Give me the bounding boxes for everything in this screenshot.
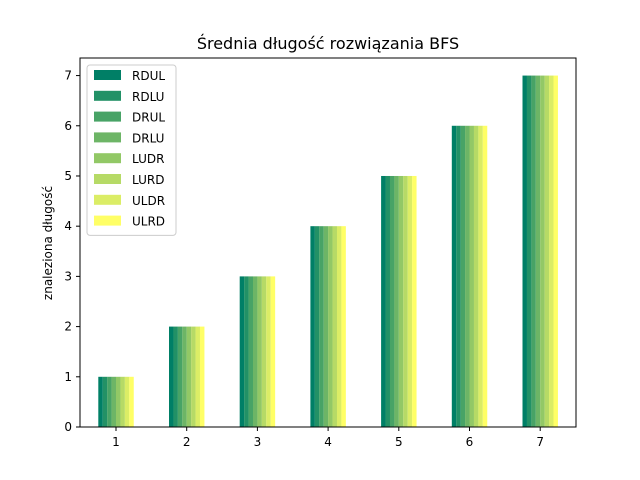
legend-swatch-rdul: [94, 70, 121, 80]
legend-swatch-drlu: [94, 132, 121, 143]
bar-ulrd-4: [341, 226, 346, 427]
bar-drlu-5: [394, 175, 399, 427]
bar-lurd-3: [261, 276, 267, 427]
plot-frame: [79, 57, 577, 428]
bar-drlu-2: [182, 326, 187, 427]
bar-drlu-3: [252, 276, 258, 427]
bar-ulrd-7: [553, 75, 558, 427]
legend-swatch-ulrd: [94, 215, 121, 226]
bar-ludr-2: [186, 326, 192, 427]
bar-lurd-6: [473, 125, 479, 427]
bar-uldr-1: [124, 376, 130, 427]
bar-rdul-3: [239, 276, 245, 427]
bar-uldr-3: [266, 276, 271, 427]
bar-drul-7: [531, 75, 536, 427]
bar-rdul-4: [310, 226, 315, 427]
y-tick-label: 7: [64, 69, 72, 83]
x-tick-label: 6: [466, 435, 474, 449]
bar-rdlu-2: [173, 326, 178, 427]
bar-lurd-2: [191, 326, 196, 427]
bar-rdlu-3: [244, 276, 249, 427]
legend-label-rdlu: RDLU: [132, 90, 164, 104]
x-tick-label: 4: [324, 435, 332, 449]
y-tick-label: 4: [64, 219, 72, 233]
bar-lurd-4: [332, 226, 337, 427]
bar-drlu-6: [465, 125, 470, 427]
bar-drul-3: [248, 276, 254, 427]
y-axis-label: znaleziona długość: [41, 186, 55, 300]
bar-ulrd-2: [199, 326, 205, 427]
legend-swatch-ludr: [94, 153, 121, 164]
bar-lurd-7: [544, 75, 550, 427]
bar-drul-4: [319, 226, 324, 427]
bar-drul-5: [389, 175, 395, 427]
legend-label-lurd: LURD: [132, 173, 164, 187]
bar-rdul-1: [98, 376, 103, 427]
x-tick-label: 5: [395, 435, 403, 449]
chart-title: Średnia długość rozwiązania BFS: [197, 34, 459, 53]
bar-ludr-4: [328, 226, 333, 427]
bar-ludr-1: [116, 376, 121, 427]
bar-ludr-3: [257, 276, 262, 427]
bar-drlu-4: [323, 226, 329, 427]
bar-ulrd-1: [129, 376, 134, 427]
bar-rdul-5: [381, 175, 386, 427]
bar-ludr-5: [398, 175, 404, 427]
bar-rdul-6: [451, 125, 457, 427]
legend-swatch-drul: [94, 111, 121, 122]
bar-drul-6: [460, 125, 466, 427]
legend-label-drlu: DRLU: [132, 131, 164, 145]
x-tick-label: 2: [183, 435, 191, 449]
bar-uldr-2: [195, 326, 201, 427]
bar-rdul-2: [169, 326, 174, 427]
bar-rdlu-6: [456, 125, 461, 427]
y-tick-label: 6: [64, 119, 72, 133]
legend: RDUL RDLU DRUL DRLU LUDR LURD ULDR ULRD: [86, 64, 177, 236]
x-tick-label: 3: [254, 435, 262, 449]
bar-uldr-5: [407, 175, 413, 427]
x-tick-label: 7: [536, 435, 544, 449]
y-tick-label: 5: [64, 169, 72, 183]
bar-uldr-4: [336, 226, 342, 427]
y-tick-label: 2: [64, 320, 72, 334]
bar-drlu-7: [535, 75, 541, 427]
bar-rdlu-7: [526, 75, 532, 427]
legend-swatch-lurd: [94, 174, 121, 184]
legend-label-rdul: RDUL: [132, 69, 165, 83]
bar-ludr-6: [469, 125, 474, 427]
legend-swatch-uldr: [94, 194, 121, 205]
bar-uldr-6: [478, 125, 483, 427]
y-tick-label: 1: [64, 370, 72, 384]
y-tick-label: 3: [64, 269, 72, 283]
bar-rdlu-5: [385, 175, 390, 427]
bar-uldr-7: [549, 75, 554, 427]
legend-box: [86, 64, 177, 236]
bar-drul-1: [107, 376, 112, 427]
legend-label-ulrd: ULRD: [132, 215, 165, 229]
bars-layer: [98, 75, 558, 427]
bar-drul-2: [177, 326, 183, 427]
bar-ulrd-6: [482, 125, 488, 427]
legend-label-uldr: ULDR: [132, 194, 165, 208]
y-tick-label: 0: [64, 420, 72, 434]
bar-ulrd-3: [270, 276, 276, 427]
legend-label-drul: DRUL: [132, 111, 165, 125]
bar-drlu-1: [111, 376, 117, 427]
legend-swatch-rdlu: [94, 90, 121, 101]
bar-ulrd-5: [412, 175, 417, 427]
ticks-layer: 1 2 3 4 5 6 7 0 1 2 3 4 5 6 7: [64, 69, 544, 449]
bar-rdlu-4: [314, 226, 320, 427]
bar-ludr-7: [540, 75, 545, 427]
bar-rdlu-1: [102, 376, 108, 427]
bar-rdul-7: [522, 75, 527, 427]
x-tick-label: 1: [112, 435, 120, 449]
legend-label-ludr: LUDR: [132, 152, 164, 166]
bar-lurd-1: [120, 376, 125, 427]
bar-lurd-5: [403, 175, 408, 427]
